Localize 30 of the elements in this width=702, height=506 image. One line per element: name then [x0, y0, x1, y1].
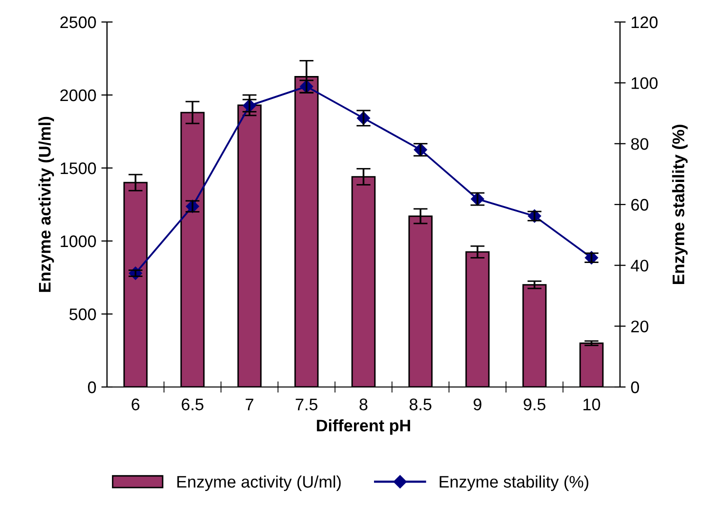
y-tick-label: 2500 — [60, 16, 96, 28]
y2-tick-label: 120 — [632, 16, 658, 28]
x-tick-label: 8 — [360, 398, 368, 410]
y2-tick-label: 100 — [632, 77, 658, 90]
legend-label: Enzyme stability (%) — [440, 475, 588, 491]
bar — [465, 251, 490, 387]
y2-axis-title: Enzyme stability (%) — [672, 124, 688, 284]
y-tick-label: 1500 — [60, 162, 96, 174]
x-tick-label: 7 — [246, 398, 254, 410]
y2-tick-label: 20 — [631, 320, 648, 332]
y-tick-label: 2000 — [60, 89, 96, 102]
x-tick-label: 8.5 — [410, 398, 432, 410]
bar — [579, 342, 604, 387]
x-tick-label: 6.5 — [182, 398, 204, 410]
y-tick-label: 500 — [69, 308, 96, 320]
x-tick-label: 9.5 — [524, 398, 546, 410]
y2-tick-label: 40 — [630, 260, 648, 272]
legend-label: Enzyme activity (U/ml) — [177, 475, 341, 491]
y-tick-label: 1000 — [60, 235, 96, 248]
bar — [522, 284, 547, 387]
x-tick-label: 6 — [132, 398, 140, 410]
y-tick-label: 0 — [88, 381, 96, 394]
y2-tick-label: 0 — [631, 381, 640, 394]
y2-tick-label: 80 — [631, 138, 648, 150]
y-axis-title: Enzyme activity (U/ml) — [38, 116, 54, 292]
x-tick-label: 9 — [474, 398, 482, 410]
x-tick-label: 10 — [584, 398, 600, 410]
y2-tick-label: 60 — [631, 198, 648, 211]
x-tick-label: 7.5 — [296, 398, 318, 410]
x-axis-title: Different pH — [316, 419, 410, 435]
